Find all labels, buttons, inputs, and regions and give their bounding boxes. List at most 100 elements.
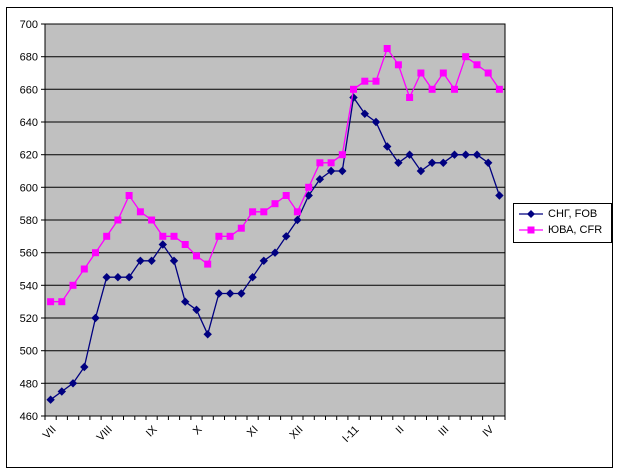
- y-axis-labels: 460 480 500 520 540 560 580 600 620 640 660 680 700: [20, 19, 38, 423]
- data-point-diamond: [57, 387, 66, 396]
- y-axis-label: 600: [20, 182, 38, 194]
- data-point-square: [462, 53, 470, 61]
- y-gridlines: [41, 23, 505, 417]
- data-point-diamond: [427, 158, 437, 167]
- data-point-square: [394, 61, 402, 69]
- data-point-square: [47, 298, 55, 306]
- legend-marker-diamond-icon: [519, 210, 543, 218]
- data-point-diamond: [371, 117, 381, 127]
- data-point-diamond: [124, 273, 134, 282]
- y-axis-label: 560: [20, 248, 38, 260]
- x-axis-labels: VII VIII IX X XI XII I-11 II III IV: [41, 423, 497, 445]
- x-axis-label: III: [436, 424, 451, 439]
- data-point-square: [495, 85, 503, 93]
- series-yuva-cfr[interactable]: [47, 45, 503, 306]
- data-point-square: [406, 94, 414, 101]
- data-point-square: [159, 232, 167, 240]
- data-point-diamond: [405, 150, 414, 159]
- data-point-diamond: [304, 191, 313, 200]
- data-point-diamond: [237, 289, 246, 298]
- legend-label-yuva-cfr: ЮВА, CFR: [548, 224, 603, 236]
- x-axis-label: VIII: [95, 424, 115, 444]
- data-point-diamond: [495, 191, 504, 200]
- data-point-diamond: [383, 142, 392, 151]
- data-point-diamond: [472, 150, 482, 159]
- data-point-square: [372, 77, 380, 85]
- data-point-square: [215, 232, 223, 240]
- x-axis-label: IV: [480, 423, 496, 439]
- data-point-square: [170, 232, 178, 240]
- data-point-square: [282, 192, 290, 199]
- data-point-square: [69, 281, 77, 289]
- data-point-square: [305, 183, 313, 191]
- data-point-square: [361, 77, 369, 85]
- x-axis-label: XI: [245, 424, 261, 440]
- data-point-square: [451, 85, 458, 93]
- legend-item-yuva-cfr[interactable]: ЮВА, CFR: [514, 222, 611, 238]
- y-axis-label: 580: [20, 215, 38, 227]
- data-point-square: [114, 216, 122, 224]
- data-point-diamond: [192, 305, 201, 314]
- data-point-diamond: [203, 330, 212, 339]
- data-point-diamond: [270, 248, 280, 257]
- data-point-square: [237, 224, 245, 232]
- x-axis-label: XII: [288, 424, 306, 442]
- legend[interactable]: СНГ, FOB ЮВА, CFR: [513, 203, 612, 243]
- data-point-square: [439, 69, 447, 77]
- x-axis-ticks: [44, 416, 506, 420]
- data-point-square: [193, 252, 200, 260]
- data-point-square: [350, 85, 357, 93]
- data-point-diamond: [450, 150, 459, 159]
- y-axis-label: 700: [20, 19, 38, 31]
- data-point-diamond: [68, 379, 78, 388]
- data-point-square: [249, 208, 257, 216]
- data-point-diamond: [158, 240, 167, 249]
- data-point-diamond: [102, 273, 111, 282]
- data-point-square: [316, 159, 324, 167]
- data-point-square: [417, 69, 425, 77]
- data-point-square: [293, 208, 301, 216]
- data-point-square: [338, 151, 346, 159]
- data-point-square: [125, 192, 133, 199]
- legend-marker-square-icon: [519, 226, 543, 234]
- data-point-diamond: [315, 175, 325, 184]
- data-point-square: [428, 85, 436, 93]
- data-point-diamond: [326, 166, 336, 176]
- y-axis-label: 540: [20, 280, 38, 292]
- data-point-square: [260, 208, 268, 216]
- y-axis-label: 500: [20, 346, 38, 358]
- data-point-square: [204, 260, 212, 268]
- legend-item-sng-fob[interactable]: СНГ, FOB: [514, 206, 611, 222]
- data-point-diamond: [248, 273, 257, 282]
- data-point-square: [473, 61, 481, 69]
- y-axis-label: 640: [20, 117, 38, 129]
- data-point-square: [383, 45, 391, 52]
- data-point-square: [148, 216, 156, 224]
- data-point-diamond: [169, 256, 179, 265]
- y-axis-label: 480: [20, 378, 38, 390]
- data-point-square: [327, 159, 335, 167]
- series-sng-fob[interactable]: [46, 93, 504, 404]
- data-point-diamond: [259, 256, 268, 265]
- x-axis-label: IX: [144, 423, 160, 439]
- data-point-square: [136, 208, 144, 216]
- data-point-square: [226, 232, 234, 240]
- data-point-diamond: [282, 232, 291, 241]
- data-point-square: [58, 298, 66, 306]
- data-point-diamond: [91, 313, 100, 323]
- data-point-diamond: [214, 289, 224, 298]
- data-point-square: [103, 232, 111, 240]
- data-point-diamond: [136, 256, 145, 265]
- x-axis-label: II: [394, 424, 407, 437]
- data-point-diamond: [461, 150, 470, 159]
- data-point-diamond: [360, 109, 369, 118]
- data-point-diamond: [225, 289, 235, 298]
- data-point-square: [92, 249, 99, 257]
- data-point-diamond: [439, 158, 448, 167]
- data-point-diamond: [416, 166, 426, 176]
- data-point-diamond: [113, 273, 123, 282]
- x-axis-label: I-11: [340, 424, 361, 445]
- data-point-diamond: [293, 215, 302, 225]
- data-point-square: [271, 200, 279, 208]
